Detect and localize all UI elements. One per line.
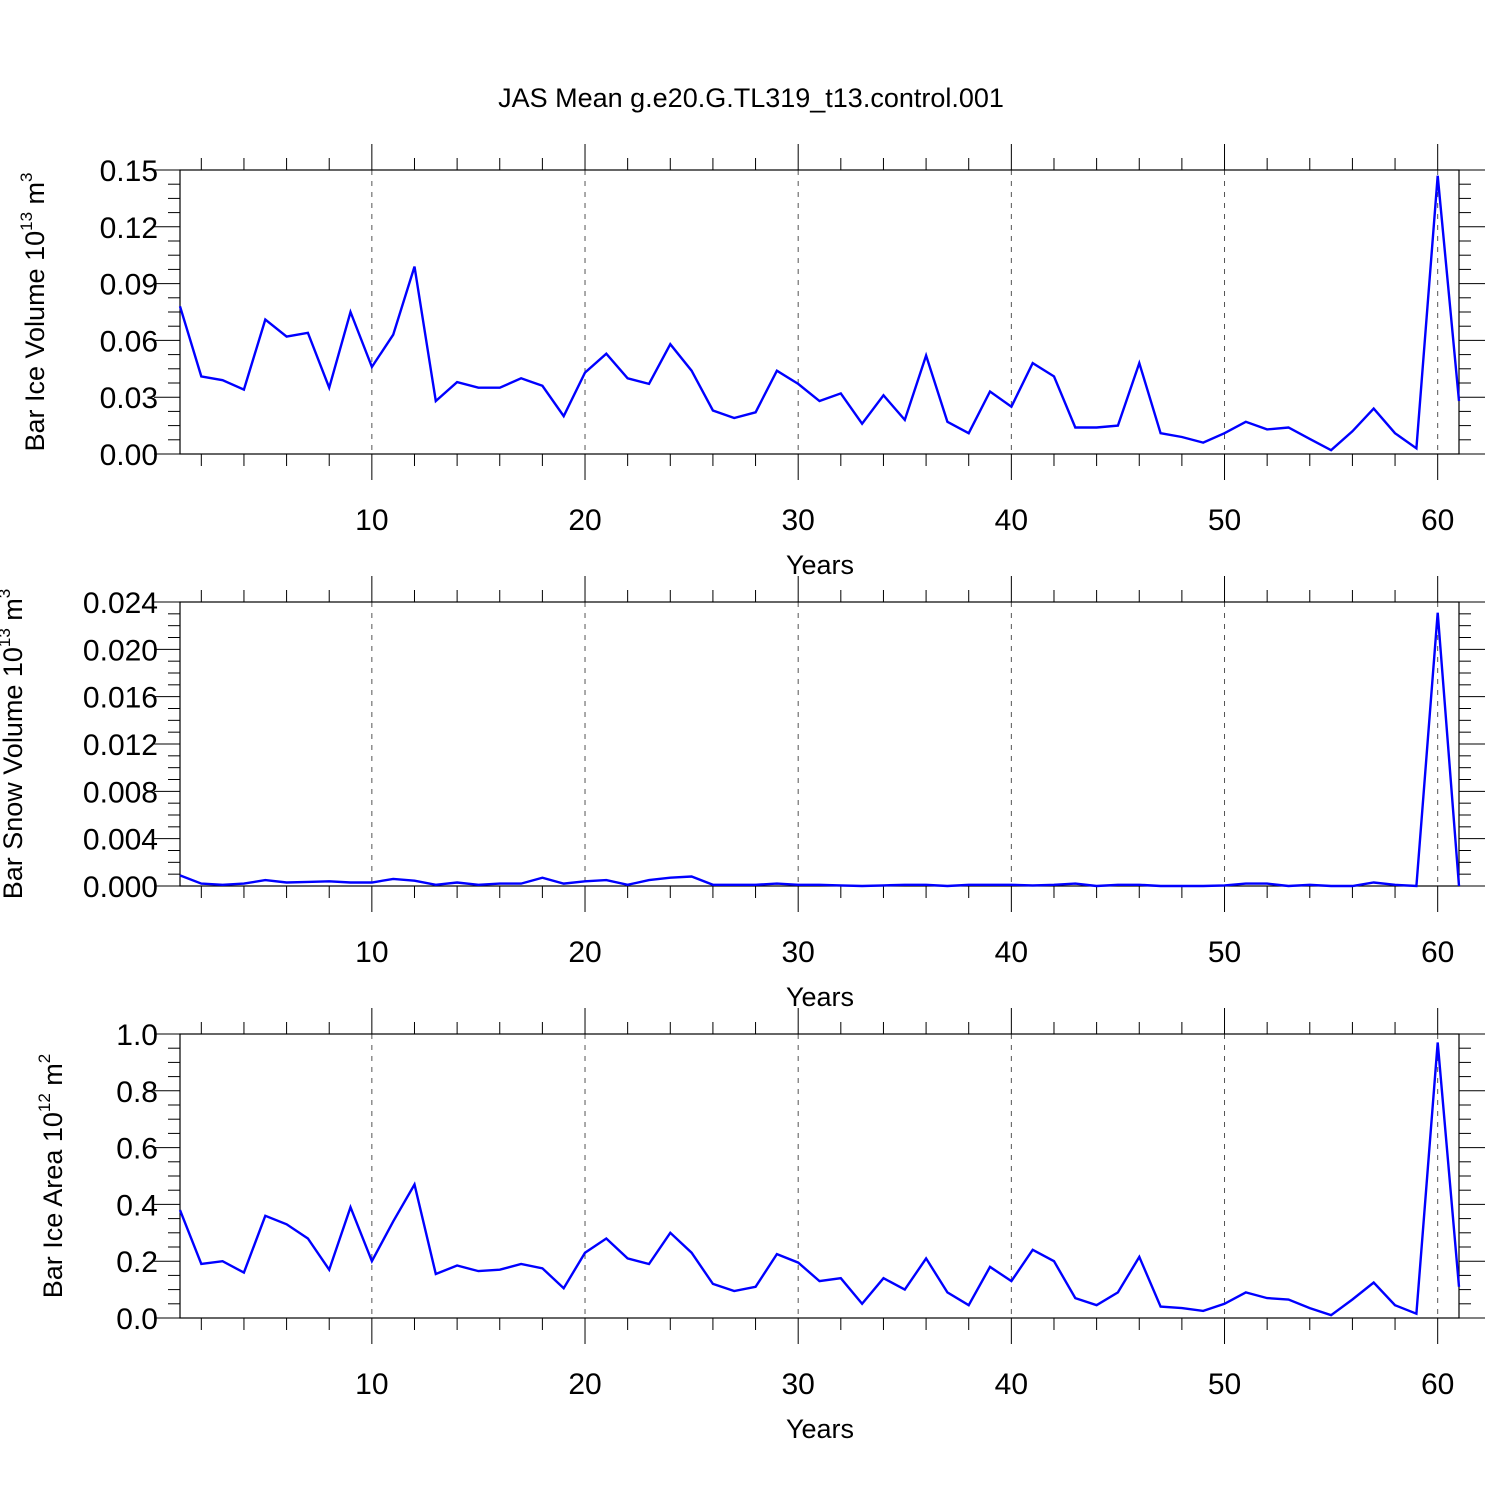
y-axis-label: Bar Ice Area 1012 m2 — [35, 1054, 68, 1299]
y-axis-label: Bar Snow Volume 1013 m3 — [0, 589, 28, 900]
y-tick-label: 0.8 — [116, 1076, 158, 1109]
y-tick-label: 0.008 — [83, 776, 158, 809]
y-tick-label: 0.4 — [116, 1189, 158, 1222]
y-tick-label: 0.016 — [83, 682, 158, 715]
y-tick-label: 0.000 — [83, 871, 158, 904]
x-tick-label: 40 — [995, 504, 1028, 537]
y-axis-label-unit-exponent: 3 — [17, 172, 36, 181]
y-tick-label: 0.004 — [83, 824, 158, 857]
panel-3: 10 20 30 40 50 60 Years 0.0 0.2 0.4 0.6 0.8 1.0 Bar I… — [35, 1008, 1485, 1444]
y-tick-label: 0.00 — [100, 439, 158, 472]
y-axis-label-text: Bar Ice Area 10 — [38, 1112, 68, 1298]
x-tick-label: 50 — [1208, 936, 1241, 969]
y-tick-label: 0.020 — [83, 634, 158, 667]
y-axis-label-exponent: 13 — [17, 212, 36, 231]
x-tick-label: 10 — [355, 936, 388, 969]
y-tick-label: 0.024 — [83, 587, 158, 620]
x-axis-label: Years — [786, 1414, 854, 1444]
y-tick-label: 0.03 — [100, 382, 158, 415]
series-line — [179, 612, 1461, 888]
x-tick-label: 30 — [781, 936, 814, 969]
y-tick-label: 0.6 — [116, 1133, 158, 1166]
x-tick-label: 20 — [568, 1368, 601, 1401]
y-tick-label: 0.06 — [100, 325, 158, 358]
y-axis-label-unit-exponent: 2 — [35, 1054, 54, 1063]
y-tick-label: 0.0 — [116, 1303, 158, 1336]
panels: 10 20 30 40 50 60Years0.000.030.060.090.120.1… — [0, 144, 1485, 1444]
series-line — [178, 175, 1461, 452]
x-tick-label: 60 — [1421, 1368, 1454, 1401]
x-tick-label: 50 — [1208, 1368, 1241, 1401]
x-tick-label: 60 — [1421, 936, 1454, 969]
y-axis-label-unit-exponent: 3 — [0, 589, 14, 598]
x-tick-label: 30 — [781, 1368, 814, 1401]
y-axis-label-text: Bar Snow Volume 10 — [0, 647, 28, 899]
x-tick-label: 20 — [568, 936, 601, 969]
x-axis-label: Years — [786, 550, 854, 580]
y-axis-label-unit: m — [38, 1063, 68, 1093]
y-tick-label: 0.15 — [100, 155, 158, 188]
panel-1: 10 20 30 40 50 60 Years 0.00 0.03 0.06 0.09 0.12 0.1… — [17, 144, 1485, 580]
series-line — [178, 1042, 1461, 1317]
x-tick-label: 40 — [995, 936, 1028, 969]
y-axis-label-unit: m — [20, 182, 50, 212]
y-axis-label: Bar Ice Volume 1013 m3 — [17, 172, 50, 451]
x-tick-label: 40 — [995, 1368, 1028, 1401]
y-axis-label-unit: m — [0, 598, 28, 628]
x-tick-label: 10 — [355, 1368, 388, 1401]
x-tick-label: 60 — [1421, 504, 1454, 537]
y-axis-label-exponent: 12 — [35, 1093, 54, 1112]
panel-2: 10 20 30 40 50 60 Years 0.000 0.004 0.008 0.012 0.0… — [0, 576, 1485, 1012]
x-tick-label: 20 — [568, 504, 601, 537]
y-axis-label-text: Bar Ice Volume 10 — [20, 231, 50, 452]
y-tick-label: 1.0 — [116, 1019, 158, 1052]
chart-title: JAS Mean g.e20.G.TL319_t13.control.001 — [498, 83, 1004, 113]
y-tick-label: 0.012 — [83, 729, 158, 762]
y-tick-label: 0.09 — [100, 269, 158, 302]
x-tick-label: 30 — [781, 504, 814, 537]
y-axis-label-exponent: 13 — [0, 628, 14, 647]
x-tick-label: 10 — [355, 504, 388, 537]
y-tick-label: 0.12 — [100, 212, 158, 245]
x-tick-label: 50 — [1208, 504, 1241, 537]
x-axis-label: Years — [786, 982, 854, 1012]
y-tick-label: 0.2 — [116, 1246, 158, 1279]
